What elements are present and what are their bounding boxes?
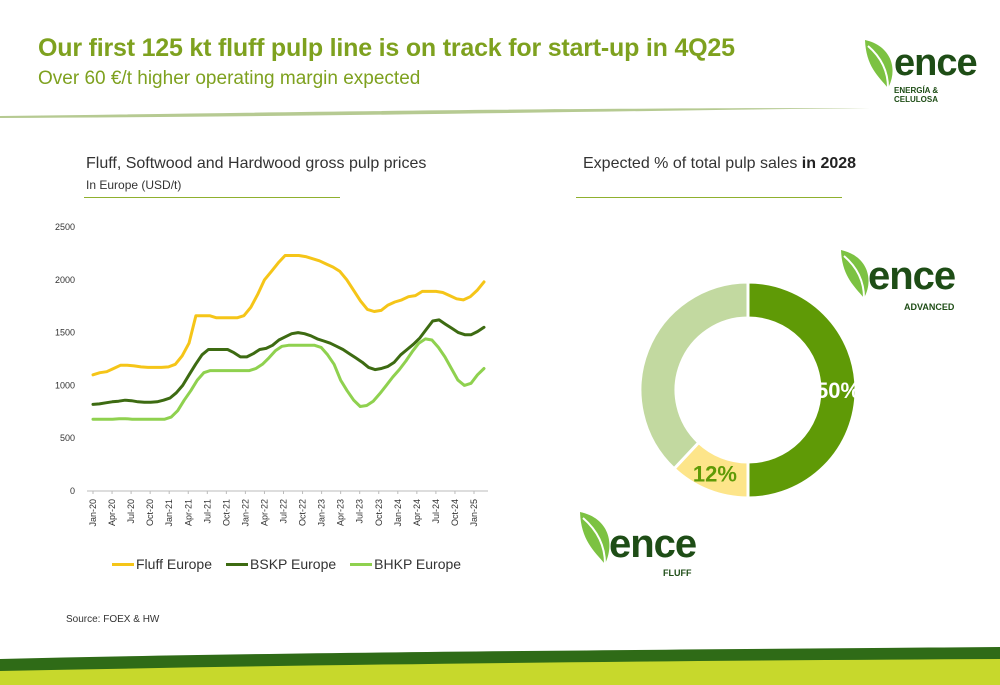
y-tick-label: 1500 — [55, 328, 75, 338]
page-subtitle: Over 60 €/t higher operating margin expe… — [38, 68, 421, 89]
donut-slice-remaining — [638, 280, 750, 471]
source-note: Source: FOEX & HW — [66, 614, 160, 625]
x-tick-label: Jul-22 — [279, 499, 289, 524]
legend-item-bskp: BSKP Europe — [226, 556, 336, 572]
legend-label-fluff: Fluff Europe — [136, 556, 213, 572]
x-tick-label: Jan-23 — [317, 499, 327, 527]
logo-wordmark: ence — [894, 42, 978, 84]
donut-title-plain: Expected % of total pulp sales — [583, 155, 802, 172]
legend-item-bhkp: BHKP Europe — [350, 556, 461, 572]
x-tick-label: Jan-22 — [240, 499, 250, 527]
donut-data-label: 50% — [816, 378, 860, 403]
bskp-europe-line — [91, 318, 486, 406]
x-tick-label: Jan-24 — [393, 499, 403, 527]
legend-label-bskp: BSKP Europe — [250, 556, 337, 572]
legend-swatch-bhkp — [350, 562, 373, 566]
donut-title-bold: in 2028 — [801, 155, 857, 172]
header-divider — [0, 108, 870, 118]
x-tick-label: Oct-23 — [374, 499, 384, 526]
donut-chart-title: Expected % of total pulp sales in 2028 — [583, 155, 856, 173]
x-tick-label: Jan-25 — [469, 499, 479, 527]
line-chart-title-underline — [84, 197, 340, 198]
bhkp-europe-line — [91, 337, 486, 421]
leaf-icon — [841, 250, 869, 299]
line-chart: 0 500 1000 1500 2000 2500 Jan-20 Apr-20 Jul-20 Oc… — [55, 222, 488, 527]
x-tick-label: Oct-22 — [298, 499, 308, 526]
x-tick-label: Apr-22 — [259, 499, 269, 526]
fluff-europe-line — [91, 254, 486, 377]
donut-slice-50 — [746, 280, 858, 500]
donut-data-label: 12% — [693, 462, 737, 487]
legend-swatch-bskp — [226, 562, 249, 566]
logo-tagline: ADVANCED — [904, 302, 955, 312]
logo-wordmark: ence — [868, 254, 956, 298]
footer-band — [0, 647, 1000, 685]
line-chart-legend: Fluff Europe BSKP Europe BHKP Europe — [112, 556, 461, 572]
x-tick-label: Jan-21 — [164, 499, 174, 527]
logo-wordmark: ence — [609, 522, 697, 566]
x-tick-label: Jul-24 — [431, 499, 441, 524]
y-tick-label: 500 — [60, 433, 75, 443]
logo-tagline: FLUFF — [663, 568, 692, 578]
legend-item-fluff: Fluff Europe — [112, 556, 212, 572]
x-tick-label: Jul-23 — [355, 499, 365, 524]
x-tick-label: Apr-23 — [336, 499, 346, 526]
ence-logo: ence ENERGÍA & CELULOSA — [860, 38, 980, 104]
x-tick-label: Jan-20 — [88, 499, 98, 527]
x-tick-label: Oct-20 — [145, 499, 155, 526]
y-tick-label: 1000 — [55, 380, 75, 390]
x-tick-label: Jul-21 — [202, 499, 212, 524]
y-tick-label: 2000 — [55, 275, 75, 285]
x-tick-label: Oct-21 — [221, 499, 231, 526]
x-tick-label: Oct-24 — [450, 499, 460, 526]
page-title: Our first 125 kt fluff pulp line is on t… — [38, 34, 735, 62]
ence-advanced-logo: ence ADVANCED — [836, 248, 956, 312]
y-tick-label: 2500 — [55, 222, 75, 232]
y-tick-label: 0 — [70, 486, 75, 496]
donut-chart: 50% 12% — [638, 280, 860, 500]
line-chart-title: Fluff, Softwood and Hardwood gross pulp … — [86, 155, 427, 172]
leaf-icon — [865, 40, 893, 89]
logo-tagline: ENERGÍA & CELULOSA — [894, 86, 939, 104]
legend-label-bhkp: BHKP Europe — [374, 556, 462, 572]
x-tick-label: Apr-21 — [183, 499, 193, 526]
x-tick-label: Apr-20 — [107, 499, 117, 526]
line-chart-subtitle: In Europe (USD/t) — [86, 178, 182, 192]
legend-swatch-fluff — [112, 562, 134, 566]
x-tick-label: Jul-20 — [126, 499, 136, 524]
x-tick-label: Apr-24 — [412, 499, 422, 526]
ence-fluff-logo: ence FLUFF — [575, 510, 697, 580]
leaf-icon — [580, 512, 610, 565]
donut-chart-title-underline — [576, 197, 842, 198]
